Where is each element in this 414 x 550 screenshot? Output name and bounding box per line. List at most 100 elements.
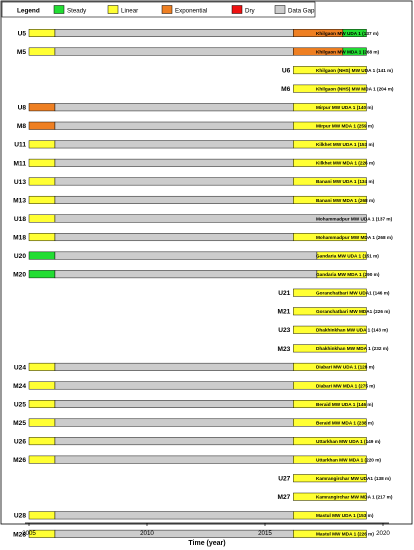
row-u13: U13 Banani MW UDA 1 (134 m): [14, 177, 375, 186]
bar-segment-linear: [293, 177, 367, 186]
bar-segment-steady: [28, 251, 56, 260]
bar-segment-gap: [54, 140, 294, 149]
row-code: U27: [278, 476, 290, 483]
bar-segment-gap: [54, 195, 294, 204]
well-label: Kilkhet MW MDA 1 (226 m): [316, 161, 375, 166]
well-label: Banani MW MDA 1 (268 m): [316, 198, 375, 203]
legend-label-dry: Dry: [245, 7, 256, 14]
row-u25: U25 Beraid MW UDA 1 (146 m): [14, 400, 374, 408]
row-u27: U27 Kamrangirchar MW UDA1 (138 m): [278, 474, 391, 483]
bar-segment-linear: [293, 66, 367, 75]
row-m8: M8 Mirpur MW MDA 1 (259 m): [17, 121, 374, 130]
row-m5: M5 Khilgaon MW MDA 1 (268 m): [17, 47, 380, 56]
bar-segment-linear: [293, 158, 367, 167]
row-code: U24: [14, 364, 26, 371]
bar-segment-exponential: [28, 121, 56, 130]
well-label: Gandaria MW MDA 1 (290 m): [316, 272, 380, 277]
bar-segment-linear: [293, 325, 367, 334]
legend-label-steady: Steady: [67, 7, 87, 14]
row-u5: U5 Khilgaon MW UDA 1 (137 m): [18, 29, 379, 37]
row-code: M26: [13, 457, 26, 464]
x-tick-label: 2010: [140, 530, 154, 537]
row-code: M21: [277, 309, 290, 316]
legend-items: Steady Linear Exponential Dry Data Gap: [53, 5, 315, 14]
x-axis-title: Time (year): [188, 540, 225, 547]
bar-segment-gap: [54, 270, 318, 279]
x-axis-ticks: 2005 2010 2015 2020: [22, 523, 390, 537]
row-u11: U11 Kilkhet MW UDA 1 (153 m): [14, 140, 375, 149]
bar-segment-gap: [54, 251, 318, 260]
bar-segment-gap: [54, 214, 367, 223]
row-m26: M26 Uttarkhan MW MDA 1 (220 m): [13, 455, 381, 464]
row-code: U21: [278, 290, 290, 297]
well-label: Mastul MW UDA 1 (153 m): [316, 513, 374, 518]
bar-segment-gap: [54, 158, 294, 167]
bar-segment-linear: [316, 251, 367, 260]
well-label: Banani MW UDA 1 (134 m): [316, 179, 375, 184]
bar-segment-gap: [54, 121, 294, 130]
bar-segment-gap: [54, 47, 294, 56]
x-tick-label: 2020: [376, 530, 390, 537]
row-code: U25: [14, 401, 26, 408]
legend-label-exponential: Exponential: [175, 7, 207, 14]
row-m20: M20 Gandaria MW MDA 1 (290 m): [13, 270, 380, 279]
well-label: Mirpur MW UDA 1 (140 m): [316, 105, 374, 110]
bar-segment-gap: [54, 400, 294, 408]
row-u8: U8 Mirpur MW UDA 1 (140 m): [18, 103, 374, 112]
row-code: M23: [277, 346, 290, 353]
legend-swatch-gap: [274, 5, 286, 14]
row-m25: M25 Beraid MW MDA 1 (238 m): [13, 418, 374, 427]
row-code: M20: [13, 272, 26, 279]
well-label: Khilgaon (NHS) MW UDA 1 (141 m): [316, 68, 393, 73]
bar-segment-linear: [293, 437, 367, 446]
row-code: M13: [13, 197, 26, 204]
bar-segment-linear: [28, 455, 56, 464]
bar-segment-linear: [28, 362, 56, 371]
legend-title: Legend: [17, 8, 40, 15]
well-label: Diabari MW MDA 1 (275 m): [316, 383, 375, 388]
well-label: Khilgaon (NHS) MW MDA 1 (204 m): [316, 86, 394, 91]
legend-label-gap: Data Gap: [288, 7, 315, 14]
legend-swatch-exponential: [161, 5, 173, 14]
row-code: M18: [13, 234, 26, 241]
bar-segment-gap: [54, 29, 294, 37]
bar-segment-exponential: [28, 103, 56, 112]
well-label: Gandaria MW UDA 1 (151 m): [316, 253, 379, 258]
bar-segment-linear: [28, 177, 56, 186]
well-label: Kamrangirchar MW MDA 1 (217 m): [316, 495, 393, 500]
well-label: Beraid MW MDA 1 (238 m): [316, 420, 374, 425]
bar-segment-linear: [293, 529, 367, 538]
row-code: M5: [17, 49, 26, 56]
row-code: M8: [17, 123, 26, 130]
row-code: U5: [18, 30, 27, 37]
bar-segment-linear: [28, 511, 56, 520]
well-label: Beraid MW UDA 1 (146 m): [316, 402, 374, 407]
row-u28: U28 Mastul MW UDA 1 (153 m): [14, 511, 374, 520]
well-label: Khilgaon MW UDA 1 (137 m): [316, 31, 379, 36]
bar-segment-gap: [54, 511, 294, 520]
bar-segment-linear: [28, 400, 56, 408]
bar-segment-linear: [293, 288, 367, 297]
row-m21: M21 Goranchatbari MW MDA1 (226 m): [277, 307, 390, 316]
bar-segment-linear: [28, 233, 56, 242]
bar-segment-linear: [293, 307, 367, 316]
well-label: Mohammadpur MW UDA 1 (137 m): [316, 216, 393, 221]
row-u18: U18 Mohammadpur MW UDA 1 (137 m): [14, 214, 393, 223]
legend-box: [1, 1, 316, 18]
row-code: U13: [14, 179, 26, 186]
bar-segment-linear: [293, 455, 367, 464]
row-u6: U6 Khilgaon (NHS) MW UDA 1 (141 m): [282, 66, 393, 75]
bar-segment-linear: [293, 344, 367, 353]
chart-frame: [0, 0, 413, 525]
bar-segment-steady: [342, 29, 367, 37]
row-code: M6: [281, 86, 290, 93]
bar-segment-gap: [54, 455, 294, 464]
row-code: M25: [13, 420, 26, 427]
legend: Legend Steady Linear Exponential Dry Data Ga…: [1, 1, 316, 18]
row-m18: M18 Mohammadpur MW MDA 1 (268 m): [13, 233, 393, 241]
bar-segment-linear: [28, 437, 56, 446]
bar-segment-linear: [293, 511, 367, 520]
row-m6: M6 Khilgaon (NHS) MW MDA 1 (204 m): [281, 84, 394, 93]
well-label: Diabari MW UDA 1 (128 m): [316, 365, 375, 370]
